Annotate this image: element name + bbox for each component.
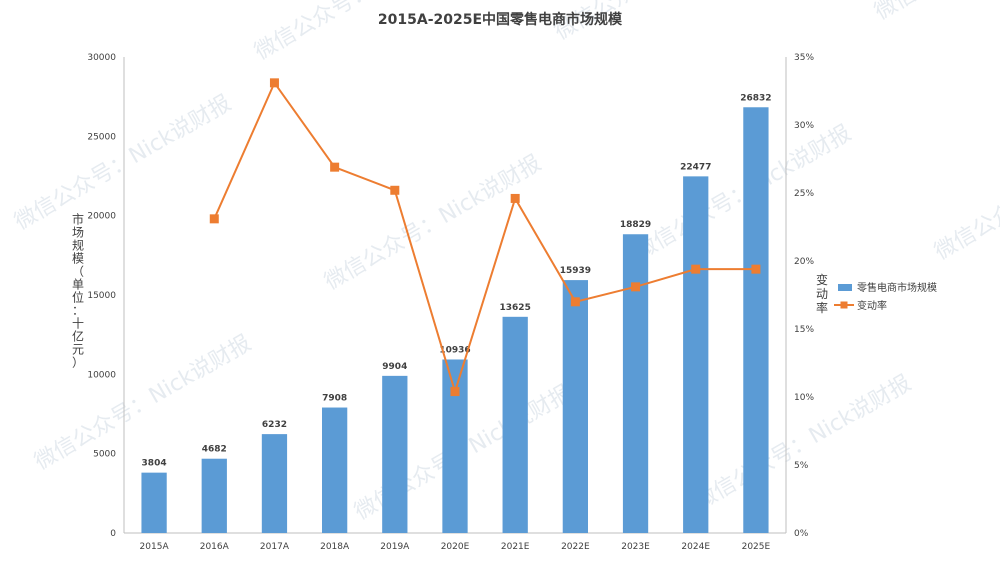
line-marker	[330, 162, 340, 172]
bar	[382, 375, 408, 533]
y2-tick-label: 15%	[794, 325, 814, 335]
y-tick-label: 25000	[87, 132, 116, 142]
bar	[562, 280, 589, 533]
x-tick-label: 2024E	[681, 542, 710, 552]
watermark-text: 微信公众号：Nick说财报	[321, 151, 546, 295]
bar-data-label: 6232	[262, 420, 287, 430]
watermark-text: 微信公众号：Nick说财报	[871, 0, 1000, 25]
legend-label-line: 变动率	[857, 299, 887, 312]
watermark-text: 微信公众号：Nick说财报	[0, 0, 156, 15]
line-marker	[631, 282, 641, 292]
y-tick-label: 15000	[87, 291, 116, 301]
y2-tick-label: 0%	[794, 529, 809, 539]
bar-series	[141, 107, 769, 534]
y2-tick-label: 25%	[794, 189, 814, 199]
x-tick-label: 2023E	[621, 542, 650, 552]
line-path	[213, 80, 756, 395]
x-axis-ticks: 2015A 2016A 2017A 2018A 2019A 2020E 2021E 2022E…	[140, 542, 771, 552]
watermark-text: 微信公众号：Nick说财报	[11, 91, 236, 235]
x-tick-label: 2025E	[742, 542, 771, 552]
y-axis-label: 市场规模（单位：十亿元）	[72, 212, 84, 370]
y-tick-label: 10000	[87, 370, 116, 380]
y2-tick-label: 20%	[794, 257, 814, 267]
bar	[743, 107, 769, 534]
bar-data-label: 7908	[322, 394, 347, 404]
line-series	[209, 78, 761, 397]
bar	[442, 359, 468, 533]
bar-data-label: 10936	[439, 345, 470, 355]
x-tick-label: 2019A	[380, 542, 410, 552]
bar-data-labels: 3804 4682 6232 7908 9904 10936 13625 15939 18829…	[142, 93, 772, 468]
y-axis-ticks: 0 5000 10000 15000 20000 25000 30000	[87, 53, 116, 539]
bar-data-label: 18829	[620, 220, 651, 230]
bar-data-label: 9904	[382, 362, 407, 372]
y-tick-label: 20000	[87, 212, 116, 222]
y-axis-title: 市场规模（单位：十亿元）	[72, 212, 84, 370]
watermark-text: 微信公众号：Nick说财报	[251, 0, 476, 65]
y2-axis-label: 变动率	[816, 272, 828, 315]
y-tick-label: 0	[110, 529, 116, 539]
bar-data-label: 26832	[740, 93, 771, 103]
legend-swatch-bar	[838, 284, 852, 291]
bar-data-label: 15939	[560, 266, 591, 276]
x-tick-label: 2018A	[320, 542, 350, 552]
x-tick-label: 2022E	[561, 542, 590, 552]
bar	[261, 434, 288, 533]
line-marker	[450, 387, 460, 397]
bar	[201, 458, 227, 533]
bar	[683, 176, 709, 533]
y2-tick-label: 35%	[794, 53, 814, 63]
y2-tick-label: 30%	[794, 121, 814, 131]
bar-data-label: 3804	[142, 459, 167, 469]
bar	[141, 472, 167, 533]
chart-title: 2015A-2025E中国零售电商市场规模	[378, 11, 623, 28]
y2-axis-title: 变动率	[816, 272, 828, 315]
bar-data-label: 22477	[680, 162, 711, 172]
legend: 零售电商市场规模 变动率	[834, 281, 937, 312]
y2-tick-label: 5%	[794, 461, 809, 471]
bar-data-label: 4682	[202, 445, 227, 455]
y-tick-label: 30000	[87, 53, 116, 63]
y2-axis-ticks: 0% 5% 10% 15% 20% 25% 30% 35%	[794, 53, 814, 539]
bar	[502, 316, 528, 533]
watermark-text: 微信公众号：Nick说财报	[931, 121, 1000, 265]
line-marker	[570, 297, 580, 307]
legend-swatch-marker	[840, 301, 848, 309]
line-marker	[390, 185, 400, 195]
line-marker	[691, 264, 701, 274]
line-marker	[209, 214, 219, 224]
x-tick-label: 2016A	[200, 542, 230, 552]
bar	[321, 407, 348, 533]
watermark-layer: 微信公众号：Nick说财报 微信公众号：Nick说财报 微信公众号：Nick说财报微…	[0, 0, 1000, 525]
legend-label-bar: 零售电商市场规模	[857, 281, 937, 294]
line-marker	[751, 264, 761, 274]
x-tick-label: 2015A	[140, 542, 170, 552]
line-marker	[269, 78, 279, 88]
bar	[622, 234, 649, 534]
line-marker	[510, 193, 520, 203]
x-tick-label: 2017A	[260, 542, 290, 552]
bar-data-label: 13625	[500, 303, 531, 313]
x-tick-label: 2021E	[501, 542, 530, 552]
watermark-text: 微信公众号：Nick说财报	[631, 121, 856, 265]
y-tick-label: 5000	[93, 450, 116, 460]
x-tick-label: 2020E	[441, 542, 470, 552]
y2-tick-label: 10%	[794, 393, 814, 403]
